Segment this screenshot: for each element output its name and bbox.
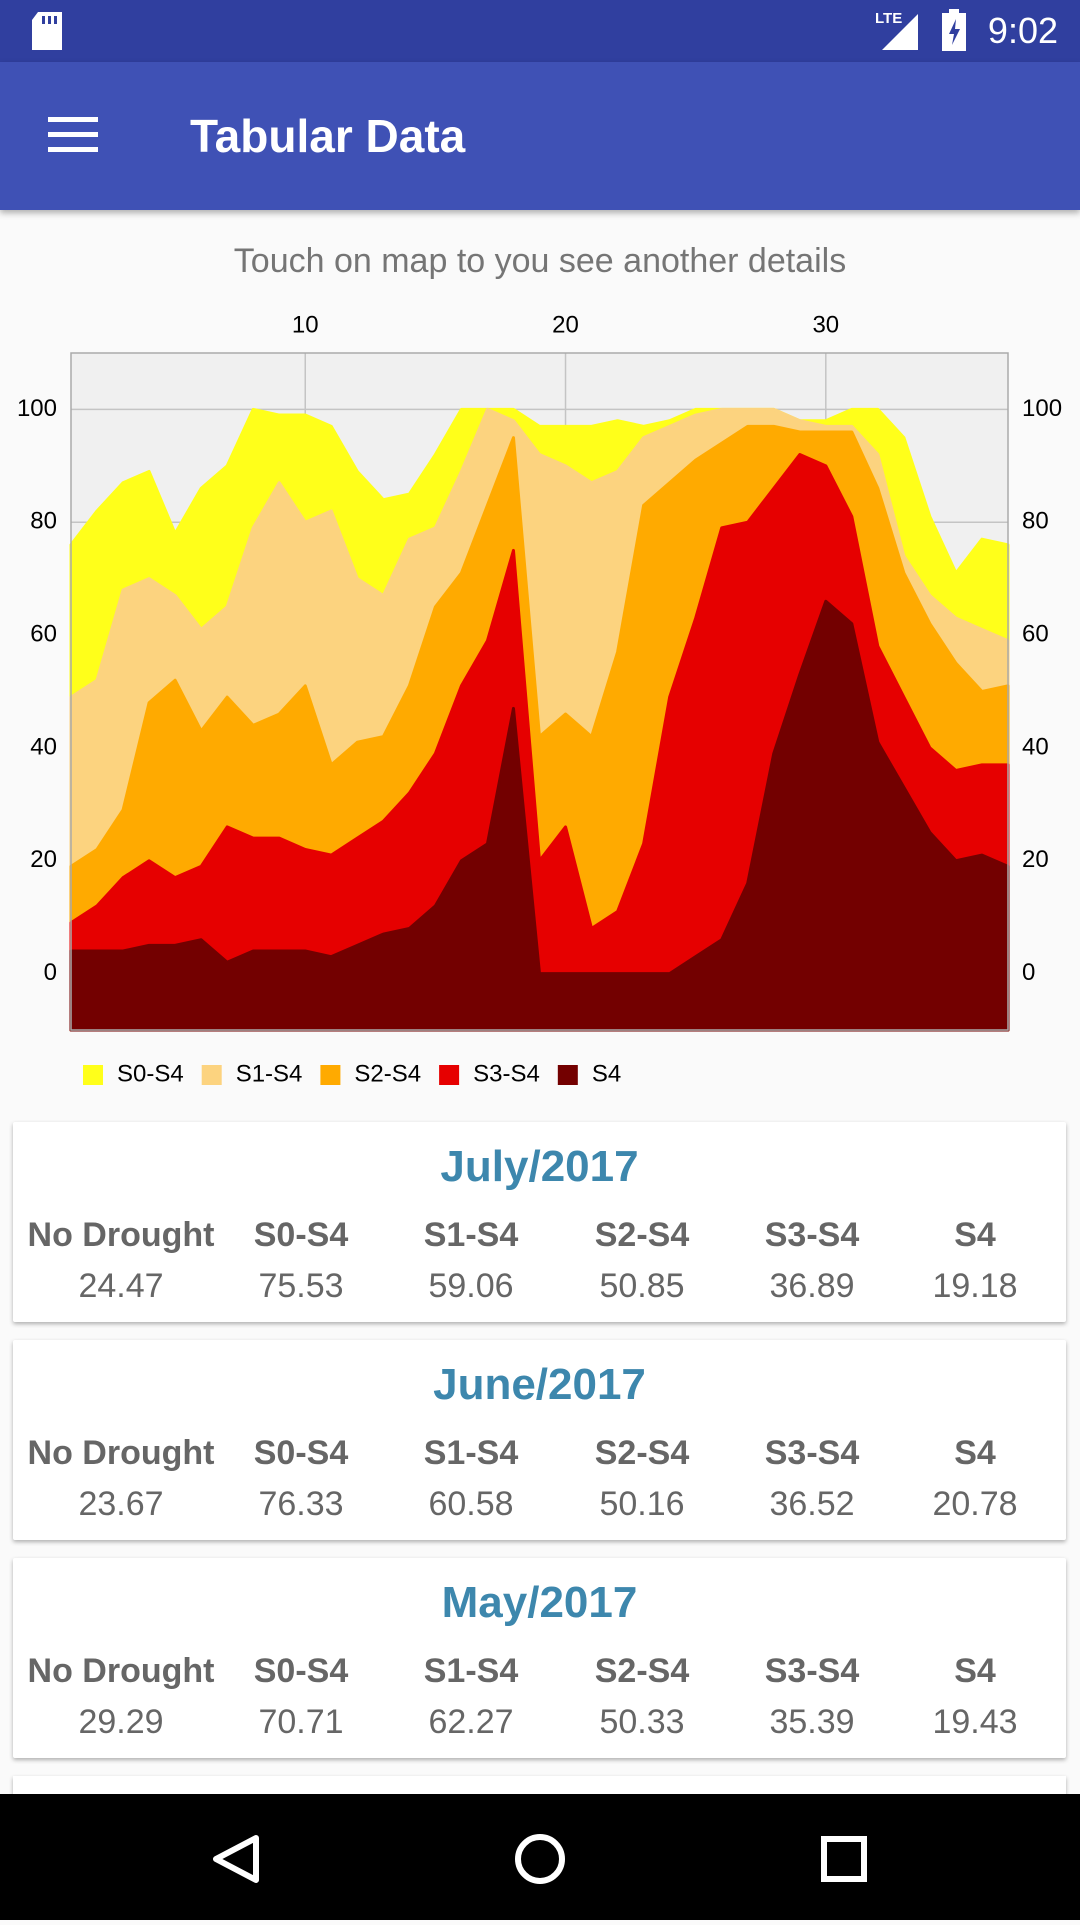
x-tick-label: 10 [292, 311, 319, 338]
column-value: 19.18 [932, 1267, 1018, 1305]
navigation-bar [0, 1794, 1080, 1920]
signal-icon [882, 14, 918, 50]
legend-label: S2-S4 [354, 1060, 421, 1087]
column-header: No Drought [27, 1652, 215, 1690]
instruction: Touch on map to you see another details [233, 242, 847, 280]
back-button[interactable] [213, 1835, 259, 1883]
y-tick-label: 100 [17, 395, 57, 422]
app-bar: Tabular Data [0, 62, 1080, 210]
month-card: May/2017 No Drought 29.29 S0-S4 70.71 S1-S4 62… [13, 1558, 1066, 1758]
card-title: July/2017 [440, 1142, 639, 1191]
column-header: S1-S4 [423, 1216, 519, 1254]
clock: 9:02 [987, 10, 1058, 51]
plot-frame [70, 352, 1009, 1031]
x-tick-label: 30 [812, 311, 839, 338]
column-header: S4 [954, 1434, 996, 1472]
y-tick-label-right: 80 [1022, 508, 1049, 535]
column-value: 19.43 [932, 1703, 1018, 1741]
legend-swatch [439, 1065, 460, 1085]
legend-swatch [557, 1065, 578, 1085]
column-header: S1-S4 [423, 1434, 519, 1472]
app-title: Tabular Data [190, 110, 466, 162]
column-value: 50.16 [599, 1485, 685, 1523]
y-tick-label: 20 [30, 846, 57, 873]
network-type: LTE [875, 10, 903, 27]
battery-icon [942, 9, 966, 51]
column-value: 62.27 [428, 1703, 514, 1741]
column-value: 23.67 [78, 1485, 164, 1523]
month-card: June/2017 No Drought 23.67 S0-S4 76.33 S1-S4 6… [13, 1340, 1066, 1540]
card-title: May/2017 [441, 1578, 638, 1627]
card-list: July/2017 No Drought 24.47 S0-S4 75.53 S1-S4 5… [13, 1122, 1066, 1776]
home-button[interactable] [515, 1834, 565, 1884]
legend-swatch [83, 1065, 103, 1085]
y-tick-label-right: 20 [1022, 846, 1049, 873]
column-header: S4 [954, 1216, 996, 1254]
y-tick-label-right: 60 [1022, 620, 1049, 647]
legend-label: S3-S4 [473, 1060, 540, 1087]
column-header: S0-S4 [253, 1652, 349, 1690]
column-value: 36.52 [769, 1485, 855, 1523]
column-value: 50.33 [599, 1703, 685, 1741]
column-value: 24.47 [78, 1267, 164, 1305]
column-header: S2-S4 [594, 1434, 690, 1472]
column-header: No Drought [27, 1216, 215, 1254]
column-header: S2-S4 [594, 1652, 690, 1690]
legend-label: S4 [592, 1060, 621, 1087]
x-tick-label: 20 [552, 311, 579, 338]
y-tick-label-right: 0 [1022, 959, 1035, 986]
column-header: No Drought [27, 1434, 215, 1472]
legend-swatch [201, 1065, 222, 1085]
column-value: 59.06 [428, 1267, 514, 1305]
card-title: June/2017 [433, 1360, 646, 1409]
column-value: 75.53 [258, 1267, 344, 1305]
y-tick-label-right: 40 [1022, 733, 1049, 760]
area [69, 599, 1010, 1032]
column-header: S3-S4 [764, 1434, 860, 1472]
y-tick-label-right: 100 [1022, 395, 1062, 422]
column-value: 50.85 [599, 1267, 685, 1305]
column-header: S0-S4 [253, 1434, 349, 1472]
column-header: S3-S4 [764, 1652, 860, 1690]
column-value: 36.89 [769, 1267, 855, 1305]
legend-label: S0-S4 [117, 1060, 184, 1087]
month-card: July/2017 No Drought 24.47 S0-S4 75.53 S1-S4 5… [13, 1122, 1066, 1322]
column-value: 29.29 [78, 1703, 164, 1741]
y-tick-label: 0 [44, 959, 57, 986]
column-header: S3-S4 [764, 1216, 860, 1254]
column-value: 76.33 [258, 1485, 344, 1523]
y-tick-label: 40 [30, 733, 57, 760]
column-value: 70.71 [258, 1703, 344, 1741]
legend-swatch [320, 1065, 341, 1085]
column-header: S2-S4 [594, 1216, 690, 1254]
column-header: S0-S4 [253, 1216, 349, 1254]
legend-label: S1-S4 [236, 1060, 303, 1087]
column-value: 20.78 [932, 1485, 1018, 1523]
y-tick-label: 60 [30, 620, 57, 647]
sd-card-icon [32, 12, 62, 50]
menu-button[interactable] [48, 115, 100, 155]
status-bar: LTE 9:02 [0, 0, 1080, 62]
y-tick-label: 80 [30, 508, 57, 535]
column-header: S4 [954, 1652, 996, 1690]
recents-button[interactable] [821, 1836, 867, 1882]
chart[interactable]: 0 0 20 20 40 40 60 60 80 80 100 100 10 20 30 S0-S4 S1-S4… [0, 0, 1080, 1110]
nav-buttons [213, 1834, 867, 1884]
column-header: S1-S4 [423, 1652, 519, 1690]
column-value: 35.39 [769, 1703, 855, 1741]
column-value: 60.58 [428, 1485, 514, 1523]
